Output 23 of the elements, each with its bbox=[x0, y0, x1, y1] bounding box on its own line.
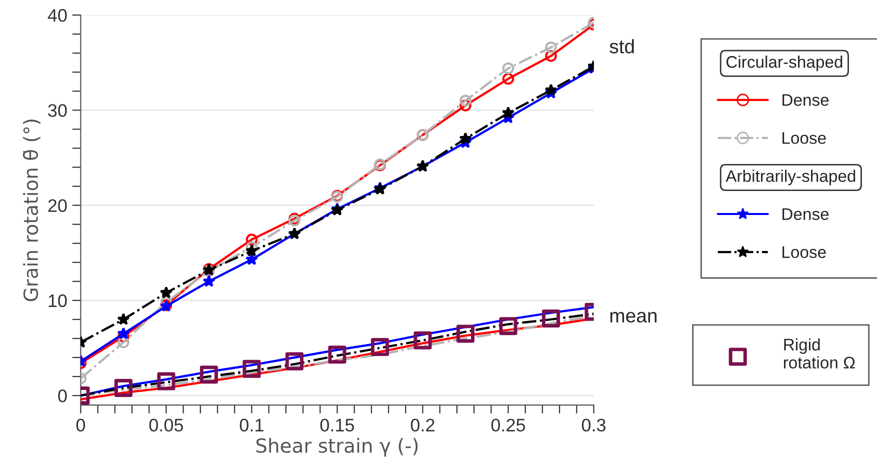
y-tick-label: 40 bbox=[48, 9, 67, 22]
x-tick-label: 0.2 bbox=[410, 418, 434, 432]
y-tick-label: 10 bbox=[48, 294, 67, 308]
legend-label: Dense bbox=[782, 208, 829, 220]
y-tick-label: 30 bbox=[48, 104, 67, 117]
x-tick-label: 0.1 bbox=[240, 418, 264, 432]
x-tick-label: 0 bbox=[76, 418, 85, 432]
text: mean bbox=[610, 312, 656, 323]
y-tick-label: 20 bbox=[48, 199, 67, 212]
legend-label: Dense bbox=[782, 94, 829, 106]
text: Circular-shaped bbox=[726, 56, 842, 72]
legend-label: Loose bbox=[782, 246, 826, 258]
x-axis-title: Shear strain γ (-) bbox=[256, 438, 418, 457]
text: std bbox=[610, 39, 634, 54]
x-tick-label: 0.3 bbox=[582, 418, 606, 432]
x-tick-label: 0.05 bbox=[149, 418, 184, 432]
y-axis-title: Grain rotation θ̄ (°) bbox=[22, 120, 40, 302]
text: Arbitrarily-shaped bbox=[726, 170, 856, 186]
x-tick-label: 0.15 bbox=[320, 418, 354, 432]
x-tick-label: 0.25 bbox=[491, 418, 526, 432]
legend-label: Rigid rotation Ω bbox=[784, 338, 855, 369]
y-tick-label: 0 bbox=[58, 389, 67, 402]
legend-label: Loose bbox=[782, 132, 826, 144]
